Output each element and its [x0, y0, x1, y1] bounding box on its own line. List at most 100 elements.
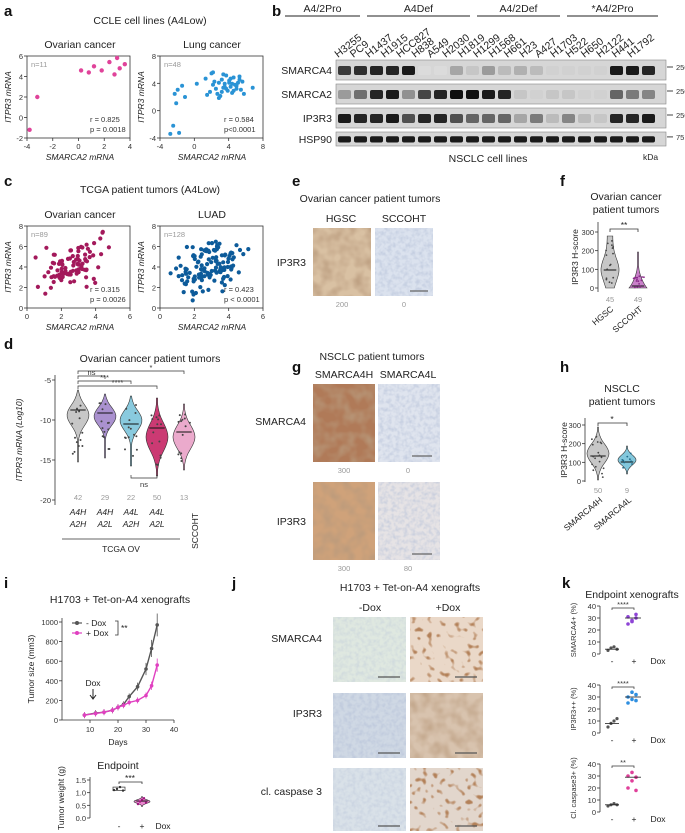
violin-point: [81, 431, 84, 434]
scatter-point: [52, 274, 58, 279]
panel-k-subplot: 0 10 20 30 40 SMARCA4+ (%) **** - + Dox: [569, 600, 666, 666]
scatter-point: [114, 55, 120, 61]
violin-point: [180, 460, 183, 462]
blot-band: [578, 136, 591, 143]
panel-a-right-yticks: -4 0 4 8: [149, 52, 160, 143]
x-tick-label: 4: [128, 142, 132, 151]
blot-band: [466, 136, 479, 143]
violin-point: [636, 286, 639, 289]
panel-i-endpoint-ylabel: Tumor weight (g): [56, 766, 66, 830]
scatter-point: [209, 241, 215, 246]
scatter-point: [226, 256, 231, 261]
endpoint-point: [121, 789, 125, 792]
violin-point: [81, 445, 84, 447]
x-tick-label: -2: [49, 142, 56, 151]
blot-band: [578, 90, 591, 99]
panel-j-image-smarca4-minus: [333, 617, 406, 682]
significance-label: ns: [140, 480, 148, 489]
blot-band: [530, 114, 543, 123]
blot-band: [642, 114, 655, 123]
x-tick-label: -4: [24, 142, 31, 151]
data-point: [606, 725, 610, 729]
panel-c-left-xlabel: SMARCA2 mRNA: [46, 322, 115, 332]
panel-c-left-ylabel: ITPR3 mRNA: [3, 241, 13, 293]
scatter-point: [203, 248, 208, 253]
scatter-point: [76, 245, 81, 251]
series-point: [116, 705, 120, 710]
x-label-plus: +: [632, 814, 637, 824]
panel-f-sig: **: [621, 220, 628, 230]
violin-point: [609, 263, 612, 266]
scatter-point: [183, 95, 187, 99]
panel-a-letter: a: [4, 3, 13, 20]
panel-d-brackets: ns********ns: [77, 363, 185, 489]
x-label-minus: -: [611, 735, 614, 745]
scatter-point: [78, 68, 84, 73]
scatter-point: [80, 261, 85, 266]
violin-point: [610, 282, 613, 284]
scatter-point: [205, 262, 210, 267]
violin-point: [177, 420, 180, 423]
panel-d-letter: d: [4, 336, 13, 353]
violin-point: [623, 461, 626, 464]
scatter-point: [178, 263, 183, 268]
violin-point: [594, 457, 596, 460]
category-a4: A4L: [148, 507, 164, 517]
blot-band: [562, 90, 575, 99]
scatter-point: [75, 253, 80, 259]
panel-e-image-sccoht: [375, 228, 433, 296]
panel-d-group-label: TCGA OV: [102, 544, 140, 554]
blot-band: [402, 66, 415, 75]
scatter-point: [80, 266, 85, 272]
panel-c-title: TCGA patient tumors (A4Low): [80, 184, 220, 196]
blot-band: [530, 136, 543, 143]
violin-point: [158, 414, 161, 417]
y-tick-label: 0.5: [76, 801, 86, 810]
panel-b-unit: kDa: [643, 152, 658, 162]
scatter-point: [176, 274, 181, 279]
panel-a-right-xlabel: SMARCA2 mRNA: [178, 152, 247, 162]
violin-point: [155, 416, 158, 419]
violin-point: [101, 435, 104, 438]
data-point: [630, 619, 634, 624]
panel-b-letter: b: [272, 3, 281, 20]
y-tick-label: -10: [40, 416, 51, 425]
panel-i-ylabel: Tumor size (mm3): [26, 635, 36, 704]
scatter-point: [218, 265, 223, 270]
scatter-point: [72, 279, 77, 284]
scatter-point: [190, 289, 195, 294]
scatter-point: [206, 287, 211, 292]
panel-j-image-ip3r3-minus: [333, 693, 406, 758]
scatter-point: [212, 79, 217, 84]
scatter-point: [177, 130, 182, 135]
blot-band: [514, 114, 527, 123]
scatter-point: [68, 269, 73, 274]
scatter-point: [216, 245, 221, 250]
y-tick-label: 300: [581, 228, 594, 237]
panel-b-row-labels: SMARCA4 SMARCA2 IP3R3 HSP90: [281, 65, 332, 146]
panel-d-yticks: -20 -15 -10 -5: [40, 376, 55, 505]
blot-band: [338, 114, 351, 123]
scatter-point: [219, 89, 224, 94]
scatter-point: [59, 258, 65, 263]
panel-h-count-2: 9: [625, 486, 629, 495]
endpoint-point: [144, 801, 148, 804]
x-label: Dox: [650, 735, 666, 745]
panel-d-title: Ovarian cancer patient tumors: [80, 353, 221, 365]
scatter-point: [206, 241, 211, 246]
panel-f: f Ovarian cancer patient tumors 0 100 200 3…: [560, 173, 662, 335]
data-point: [626, 786, 630, 790]
panel-h: h NSCLC patient tumors 0 100 200 300 IP3R3 …: [559, 359, 655, 533]
panel-g-col-l: SMARCA4L: [380, 369, 437, 381]
category-a2: A2H: [122, 519, 140, 529]
blot-band: [626, 114, 639, 123]
y-tick-label: 8: [152, 222, 156, 231]
blot-band: [482, 90, 495, 99]
scatter-point: [122, 61, 128, 67]
scatter-point: [184, 267, 189, 272]
scatter-point: [59, 266, 64, 271]
y-tick-label: 10: [588, 796, 596, 805]
violin-point: [183, 417, 186, 420]
violin-point: [629, 452, 632, 455]
blot-band: [386, 114, 399, 123]
